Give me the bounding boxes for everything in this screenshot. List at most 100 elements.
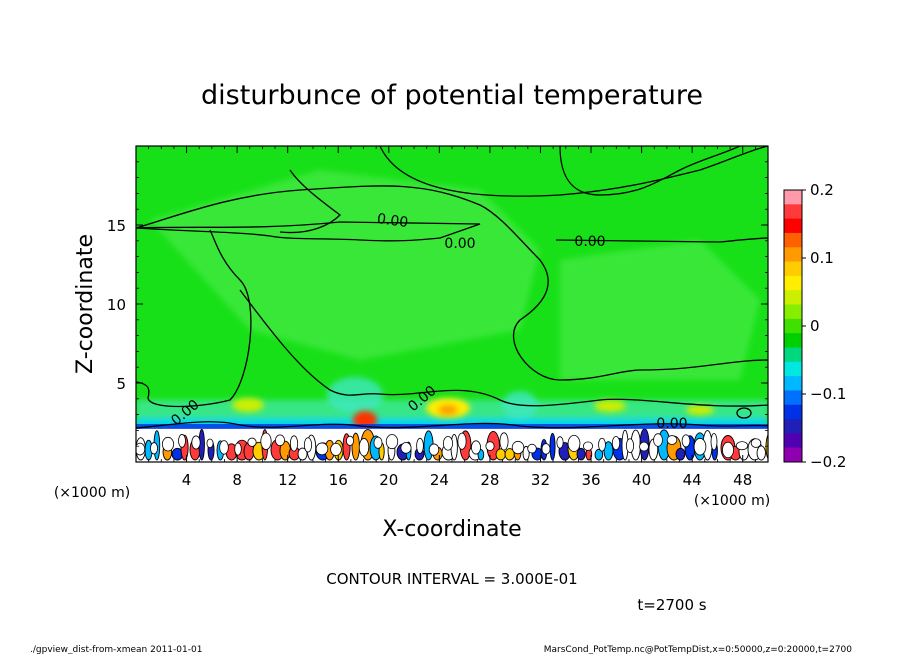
y-tick-label: 10 — [107, 296, 126, 314]
surface-cell-inner — [303, 437, 313, 453]
surface-cell-inner — [625, 438, 635, 454]
surface-cell — [297, 447, 308, 461]
contour-line-near-surface — [136, 421, 768, 429]
contour-interval-text: CONTOUR INTERVAL = 3.000E-01 — [326, 570, 577, 588]
colorbar-swatch — [784, 318, 802, 334]
surface-cell — [756, 445, 766, 461]
x-tick-label: 12 — [278, 471, 297, 489]
colorbar-tick-label: −0.1 — [810, 385, 846, 403]
colorbar-swatch — [784, 347, 802, 363]
surface-cell-inner — [567, 434, 581, 452]
surface-cell-inner — [485, 441, 495, 451]
x-tick-label: 4 — [182, 471, 192, 489]
surface-cell-inner — [639, 441, 649, 452]
surface-cell-inner — [260, 432, 272, 450]
contour-line-00-band — [136, 221, 481, 242]
surface-cell-inner — [527, 443, 537, 454]
x-tick-label: 20 — [379, 471, 398, 489]
surface-cell-inner — [722, 441, 734, 459]
colorbar-swatch — [784, 247, 802, 263]
time-text: t=2700 s — [637, 596, 706, 614]
surface-cell-inner — [247, 437, 257, 447]
footer-left: ./gpview_dist-from-xmean 2011-01-01 — [30, 645, 202, 654]
contour-line-valley — [279, 169, 341, 234]
colorbar-swatch — [784, 361, 802, 377]
colorbar-swatch — [784, 204, 802, 220]
y-tick-label: 5 — [116, 375, 126, 393]
colorbar-swatch — [784, 404, 802, 420]
x-unit-label-left: (×1000 m) — [54, 485, 130, 501]
colorbar: 0.2 0.1 0 −0.1 −0.2 — [783, 181, 846, 471]
surface-cell — [351, 432, 360, 461]
surface-cell — [576, 447, 586, 461]
surface-cell-inner — [234, 442, 242, 456]
contour-loop-right — [736, 407, 752, 419]
surface-cell-inner — [442, 436, 454, 451]
surface-cell-inner — [315, 442, 329, 456]
surface-cell-inner — [330, 442, 342, 456]
colorbar-tick-label: 0 — [810, 317, 820, 335]
surface-cell-inner — [191, 435, 201, 450]
colorbar-swatch — [784, 218, 802, 234]
surface-cell-inner — [499, 432, 509, 451]
x-tick-label: 8 — [232, 471, 242, 489]
surface-cell-inner — [136, 442, 146, 456]
y-axis-label: Z-coordinate — [73, 234, 98, 374]
surface-cell-inner — [681, 434, 691, 448]
surface-cell-inner — [289, 435, 299, 452]
y-axis: 5 10 15 — [107, 161, 768, 447]
contour-line-right-pocket — [555, 237, 768, 243]
surface-cell — [594, 448, 604, 461]
colorbar-swatch — [784, 275, 802, 291]
colorbar-swatch — [784, 447, 802, 463]
light-field-region — [150, 170, 760, 380]
surface-cell-inner — [471, 440, 481, 455]
surface-cell-inner — [541, 443, 551, 455]
surface-cell-inner — [653, 433, 663, 447]
colorbar-swatch — [784, 419, 802, 434]
chart-title: disturbunce of potential temperature — [201, 80, 703, 111]
surface-cell-inner — [373, 436, 383, 449]
surface-cell-inner — [150, 442, 158, 455]
surface-cell-inner — [345, 435, 355, 446]
plot-area: 0.00 0.00 0.00 0.00 0.00 0.00 — [136, 146, 768, 462]
surface-cell-inner — [611, 436, 621, 451]
surface-cell-inner — [400, 442, 412, 454]
contour-line-right-bump — [559, 146, 741, 196]
x-tick-label: 28 — [480, 471, 499, 489]
footer-right: MarsCond_PotTemp.nc@PotTempDist,x=0:5000… — [544, 645, 853, 654]
colorbar-swatch — [784, 376, 802, 391]
colorbar-swatch — [784, 390, 802, 406]
surface-cell-inner — [385, 434, 399, 450]
colorbar-swatch — [784, 232, 802, 248]
surface-cell-inner — [582, 441, 594, 451]
colorbar-swatch — [784, 290, 802, 306]
surface-cell-inner — [274, 434, 286, 447]
surface-cell-inner — [206, 438, 214, 449]
surface-cell-inner — [428, 443, 440, 456]
surface-cell-inner — [556, 436, 564, 449]
x-tick-label: 48 — [733, 471, 752, 489]
colorbar-swatch — [784, 261, 802, 277]
surface-cell-inner — [598, 437, 606, 452]
surface-cell-inner — [161, 436, 175, 452]
surface-cell-inner — [178, 434, 186, 448]
x-unit-label-right: (×1000 m) — [694, 493, 770, 509]
surface-cell — [495, 448, 506, 461]
surface-cell-inner — [416, 437, 424, 454]
surface-cell-inner — [666, 435, 678, 445]
surface-cold-band — [136, 424, 768, 429]
contour-line-lower-left — [136, 229, 252, 408]
surface-cell-inner — [735, 441, 749, 451]
colorbar-tick-label: 0.2 — [810, 181, 834, 199]
x-tick-label: 24 — [430, 471, 449, 489]
surface-cell-inner — [219, 440, 229, 455]
surface-cell-inner — [358, 438, 370, 457]
y-tick-label: 15 — [107, 217, 126, 235]
colorbar-swatch — [784, 433, 802, 449]
surface-cell-inner — [693, 437, 707, 456]
surface-turbulence-layer — [136, 424, 768, 462]
contour-label: 0.00 — [376, 211, 409, 231]
x-tick-label: 16 — [329, 471, 348, 489]
